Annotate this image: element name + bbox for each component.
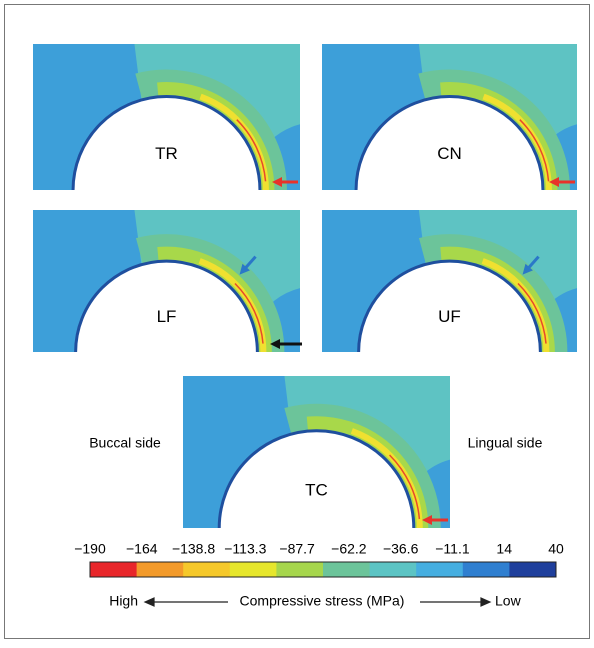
colorbar-tick-label: 14 [496, 541, 512, 557]
colorbar-tick-label: 40 [548, 541, 564, 557]
colorbar-tick-label: −62.2 [331, 541, 367, 557]
side-label: Buccal side [89, 435, 161, 451]
legend-title: Compressive stress (MPa) [240, 593, 405, 609]
colorbar-segment [463, 562, 510, 577]
colorbar-tick-label: −138.8 [172, 541, 215, 557]
legend-low: Low [495, 593, 522, 609]
colorbar-segment [416, 562, 463, 577]
panel-label: TR [155, 144, 178, 163]
colorbar-segment [370, 562, 417, 577]
colorbar-tick-label: −87.7 [279, 541, 315, 557]
panel-label: CN [437, 144, 462, 163]
colorbar-segment [509, 562, 556, 577]
panel-label: LF [157, 307, 177, 326]
page: Buccal side Lingual side High Compressiv… [0, 0, 594, 648]
colorbar-tick-label: −113.3 [224, 541, 266, 557]
colorbar-tick-label: −164 [126, 541, 158, 557]
colorbar-segment [323, 562, 370, 577]
colorbar-segment [183, 562, 230, 577]
colorbar-tick-label: −36.6 [383, 541, 419, 557]
legend-high: High [109, 593, 138, 609]
figure: Buccal side Lingual side High Compressiv… [0, 0, 594, 643]
colorbar-segment [90, 562, 137, 577]
colorbar-segment [276, 562, 323, 577]
colorbar-tick-label: −190 [74, 541, 106, 557]
colorbar-segment [230, 562, 277, 577]
colorbar-segment [137, 562, 184, 577]
panel-label: UF [438, 307, 461, 326]
panel-label: TC [305, 481, 328, 500]
colorbar-tick-label: −11.1 [435, 541, 470, 557]
side-label: Lingual side [468, 435, 543, 451]
